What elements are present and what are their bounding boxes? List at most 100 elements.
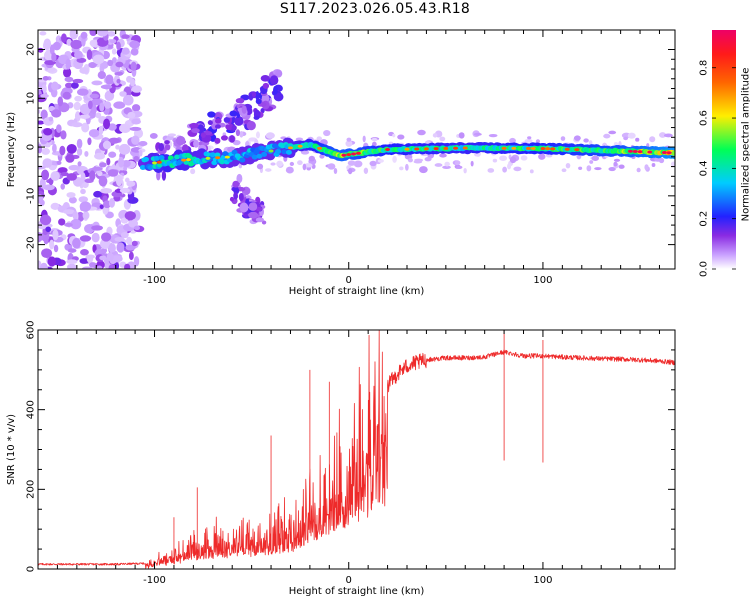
line-peak xyxy=(550,147,555,150)
noise-blob xyxy=(41,148,50,155)
noise-blob xyxy=(80,189,86,194)
noise-blob xyxy=(100,188,112,194)
line-core xyxy=(261,152,267,157)
noise-blob xyxy=(109,198,115,208)
faint-blob xyxy=(369,161,376,166)
noise-blob xyxy=(90,94,100,99)
faint-blob xyxy=(334,168,337,174)
y-axis-label: Frequency (Hz) xyxy=(6,112,17,188)
noise-blob xyxy=(51,109,61,117)
faint-blob xyxy=(256,131,260,138)
branch-blob xyxy=(254,116,260,120)
noise-blob xyxy=(72,79,83,83)
noise-blob xyxy=(61,33,67,42)
faint-blob xyxy=(425,157,432,161)
noise-blob xyxy=(79,67,88,74)
noise-blob xyxy=(124,264,130,271)
branch-blob xyxy=(239,203,248,213)
faint-blob xyxy=(463,168,466,173)
branch-blob xyxy=(236,129,240,136)
faint-blob xyxy=(456,166,462,169)
noise-blob xyxy=(120,188,130,193)
line-peak xyxy=(443,147,448,150)
faint-blob xyxy=(363,136,366,143)
line-peak xyxy=(638,150,643,153)
faint-blob xyxy=(371,138,377,141)
faint-blob xyxy=(190,168,195,174)
noise-blob xyxy=(108,169,118,177)
noise-blob xyxy=(40,263,48,274)
line-core xyxy=(286,150,292,155)
noise-blob xyxy=(64,223,73,227)
noise-blob xyxy=(40,215,51,226)
line-peak xyxy=(662,151,667,154)
noise-blob xyxy=(40,200,45,206)
branch-blob xyxy=(239,193,244,201)
noise-blob xyxy=(89,170,95,180)
faint-blob xyxy=(138,141,147,146)
noise-blob xyxy=(131,135,139,144)
branch-blob xyxy=(214,138,220,144)
line-peak xyxy=(215,156,220,159)
line-peak xyxy=(157,161,162,164)
noise-blob xyxy=(74,51,83,59)
line-peak xyxy=(647,151,652,154)
faint-blob xyxy=(592,156,599,161)
noise-blob xyxy=(49,240,54,250)
noise-blob xyxy=(129,41,140,49)
noise-blob xyxy=(63,92,71,100)
noise-blob xyxy=(45,226,51,232)
noise-blob xyxy=(131,48,139,56)
noise-blob xyxy=(92,233,100,243)
x-tick-label: 100 xyxy=(533,275,552,286)
line-peak xyxy=(531,147,536,150)
line-peak xyxy=(545,147,550,150)
faint-blob xyxy=(614,159,620,162)
noise-blob xyxy=(106,158,110,165)
noise-blob xyxy=(91,167,102,171)
colorbar-tick-label: 0.4 xyxy=(699,160,710,176)
spectrogram-blobs xyxy=(33,27,679,273)
faint-blob xyxy=(327,163,335,169)
line-core xyxy=(275,149,281,154)
y-tick-label: 0 xyxy=(26,144,37,150)
branch-blob xyxy=(247,121,256,130)
line-peak xyxy=(205,157,210,160)
x-tick-label: -100 xyxy=(143,275,166,286)
faint-blob xyxy=(150,133,158,139)
noise-blob xyxy=(110,39,117,43)
noise-blob xyxy=(41,170,49,181)
faint-blob xyxy=(613,162,617,167)
y-tick-label: -10 xyxy=(26,188,37,204)
branch-blob xyxy=(273,86,278,95)
noise-blob xyxy=(97,27,109,36)
faint-blob xyxy=(297,160,303,165)
noise-blob xyxy=(116,175,122,186)
noise-blob xyxy=(44,236,49,245)
colorbar-tick-label: 0.8 xyxy=(699,60,710,76)
line-peak xyxy=(269,149,274,152)
faint-blob xyxy=(578,167,582,170)
noise-blob xyxy=(116,242,124,252)
noise-blob xyxy=(60,183,65,189)
branch-blob xyxy=(230,197,234,202)
y-tick-label: -20 xyxy=(26,236,37,252)
noise-blob xyxy=(115,145,120,150)
noise-blob xyxy=(65,59,70,70)
faint-blob xyxy=(603,134,610,139)
y-tick-label: 400 xyxy=(26,400,37,419)
noise-blob xyxy=(49,117,54,122)
noise-blob xyxy=(66,192,75,198)
noise-blob xyxy=(88,100,93,109)
noise-blob xyxy=(130,127,142,131)
noise-blob xyxy=(131,62,137,71)
noise-blob xyxy=(51,53,56,62)
noise-blob xyxy=(123,166,127,170)
noise-blob xyxy=(113,101,125,108)
branch-blob xyxy=(191,128,200,133)
faint-blob xyxy=(290,162,294,166)
noise-blob xyxy=(126,76,132,83)
noise-blob xyxy=(66,259,77,264)
noise-blob xyxy=(99,103,104,112)
